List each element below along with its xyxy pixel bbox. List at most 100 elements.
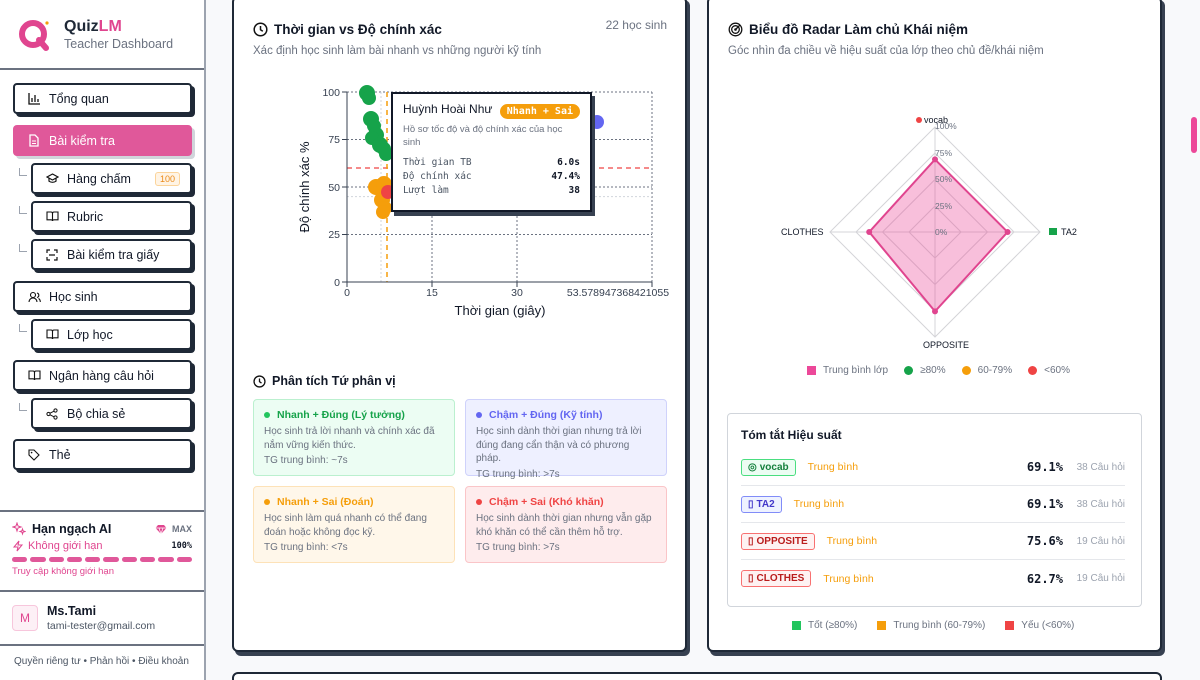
sidebar-item-quizzes[interactable]: Bài kiểm tra — [13, 125, 192, 156]
sidebar-item-paper-tests[interactable]: Bài kiểm tra giấy — [31, 239, 192, 270]
tree-connector — [19, 206, 27, 214]
scan-icon — [45, 248, 59, 262]
concept-tag: ▯ TA2 — [741, 495, 782, 513]
grading-count-badge: 100 — [154, 171, 180, 186]
svg-text:30: 30 — [511, 287, 523, 299]
users-icon — [27, 290, 41, 304]
scatter-card-subtitle: Xác định học sinh làm bài nhanh vs những… — [253, 45, 542, 57]
summary-title: Tóm tắt Hiệu suất — [741, 428, 842, 442]
brand[interactable]: QuizLM Teacher Dashboard — [0, 0, 204, 70]
svg-text:25%: 25% — [935, 201, 952, 211]
svg-text:15: 15 — [426, 287, 438, 299]
quizlm-logo-icon — [19, 20, 49, 51]
sidebar-item-rubric[interactable]: Rubric — [31, 201, 192, 232]
tag-icon — [27, 448, 41, 462]
student-tooltip: Huỳnh Hoài Như Nhanh + Sai Hồ sơ tốc độ … — [391, 92, 592, 212]
brand-subtitle: Teacher Dashboard — [64, 36, 174, 51]
tooltip-row: Thời gian TB 6.0s — [403, 156, 580, 168]
user-email: tami-tester@gmail.com — [47, 620, 156, 632]
axis-label-vocab: vocab — [924, 115, 948, 125]
user-name: Ms.Tami — [47, 604, 97, 618]
scatter-card-title: Thời gian vs Độ chính xác — [253, 22, 667, 37]
svg-text:0: 0 — [344, 287, 350, 299]
footer-links[interactable]: Quyền riêng tư • Phản hồi • Điều khoản — [14, 656, 189, 667]
svg-text:75: 75 — [328, 134, 340, 146]
svg-text:75%: 75% — [935, 148, 952, 158]
performance-legend: Tốt (≥80%) Trung bình (60-79%) Yếu (<60%… — [792, 620, 1090, 631]
sidebar-item-overview[interactable]: Tổng quan — [13, 83, 192, 114]
quota-note: Truy cập không giới hạn — [12, 566, 114, 577]
bar-chart-icon — [27, 92, 41, 106]
clock-icon — [253, 22, 268, 37]
book-open-icon — [27, 369, 41, 383]
gem-icon — [155, 524, 167, 535]
tree-connector — [19, 244, 27, 252]
student-count: 22 học sinh — [605, 18, 667, 32]
quadrant-slow-correct: Chậm + Đúng (Kỹ tính) Học sinh dành thời… — [465, 399, 667, 480]
quota-percent: 100% — [171, 541, 192, 551]
radar-chart[interactable]: 0% 25% 50% 75% 100% vocab TA2 OPPOSITE CLOTH… — [760, 108, 1090, 358]
quadrant-fast-wrong: Nhanh + Sai (Đoán) Học sinh làm quá nhan… — [253, 486, 455, 563]
svg-text:0%: 0% — [935, 227, 948, 237]
sidebar: QuizLM Teacher Dashboard Tổng quan Bài k… — [0, 0, 206, 680]
summary-row[interactable]: ◎ vocab Trung bình 69.1% 38 Câu hỏi — [741, 449, 1125, 486]
sidebar-item-students[interactable]: Học sinh — [13, 281, 192, 312]
tree-connector — [19, 403, 27, 411]
quota-progress-bar — [12, 557, 192, 562]
axis-label-ta2: TA2 — [1061, 227, 1077, 237]
radar-icon — [728, 22, 743, 37]
tooltip-row: Độ chính xác 47.4% — [403, 170, 580, 182]
quota-status: Không giới hạn — [12, 540, 103, 552]
svg-text:25: 25 — [328, 229, 340, 241]
sidebar-item-question-bank[interactable]: Ngân hàng câu hỏi — [13, 360, 192, 391]
quadrant-fast-correct: Nhanh + Đúng (Lý tưởng) Học sinh trả lời… — [253, 399, 455, 476]
next-card — [232, 672, 1162, 680]
document-icon — [27, 134, 41, 148]
summary-row[interactable]: ▯ CLOTHES Trung bình 62.7% 19 Câu hỏi — [741, 560, 1125, 597]
summary-row[interactable]: ▯ TA2 Trung bình 69.1% 38 Câu hỏi — [741, 486, 1125, 523]
tooltip-row: Lượt làm 38 — [403, 184, 580, 196]
share-icon — [45, 407, 59, 421]
ai-quota-title: Hạn ngạch AI — [12, 522, 111, 536]
tooltip-student-name: Huỳnh Hoài Như — [403, 102, 493, 116]
tooltip-quadrant-badge: Nhanh + Sai — [499, 104, 580, 119]
plan-badge: MAX — [155, 524, 192, 535]
radar-card-title: Biểu đồ Radar Làm chủ Khái niệm — [728, 22, 1142, 37]
sidebar-item-tags[interactable]: Thẻ — [13, 439, 192, 470]
tree-connector — [19, 168, 27, 176]
lightning-icon — [12, 540, 24, 552]
x-axis-label: Thời gian (giây) — [455, 303, 546, 318]
summary-row[interactable]: ▯ OPPOSITE Trung bình 75.6% 19 Câu hỏi — [741, 523, 1125, 560]
brand-title: QuizLM — [64, 17, 122, 35]
tree-connector — [19, 324, 27, 332]
performance-summary: Tóm tắt Hiệu suất ◎ vocab Trung bình 69.… — [727, 413, 1142, 607]
radar-legend: Trung bình lớp ≥80% 60-79% <60% — [807, 365, 1086, 376]
svg-text:53.578947368421055: 53.578947368421055 — [567, 287, 669, 299]
svg-text:100: 100 — [322, 87, 340, 99]
scrollbar-thumb[interactable] — [1191, 117, 1197, 153]
avatar: M — [12, 605, 38, 631]
book-open-icon — [45, 328, 59, 342]
user-profile[interactable]: M Ms.Tami tami-tester@gmail.com — [0, 590, 204, 646]
concept-tag: ▯ OPPOSITE — [741, 532, 815, 550]
radar-card-subtitle: Góc nhìn đa chiều về hiệu suất của lớp t… — [728, 45, 1044, 57]
svg-text:50%: 50% — [935, 174, 952, 184]
sidebar-item-shared-sets[interactable]: Bộ chia sẻ — [31, 398, 192, 429]
y-axis-label: Độ chính xác % — [297, 141, 312, 232]
quadrant-analysis-title: Phân tích Tứ phân vị — [253, 374, 396, 388]
ai-quota-panel: Hạn ngạch AI MAX Không giới hạn 100% Tru… — [0, 510, 204, 590]
svg-text:100%: 100% — [935, 121, 957, 131]
svg-text:0: 0 — [334, 277, 340, 289]
sidebar-item-grading-queue[interactable]: Hàng chấm 100 — [31, 163, 192, 194]
sparkles-icon — [12, 522, 26, 536]
book-open-icon — [45, 210, 59, 224]
graduation-cap-icon — [45, 172, 59, 186]
concept-tag: ◎ vocab — [741, 458, 796, 476]
svg-text:50: 50 — [328, 182, 340, 194]
quadrant-slow-wrong: Chậm + Sai (Khó khăn) Học sinh dành thời… — [465, 486, 667, 563]
tooltip-description: Hồ sơ tốc độ và độ chính xác của học sin… — [403, 124, 563, 148]
sidebar-item-classes[interactable]: Lớp học — [31, 319, 192, 350]
axis-label-clothes: CLOTHES — [781, 227, 824, 237]
axis-label-opposite: OPPOSITE — [923, 340, 969, 350]
concept-tag: ▯ CLOTHES — [741, 570, 812, 587]
